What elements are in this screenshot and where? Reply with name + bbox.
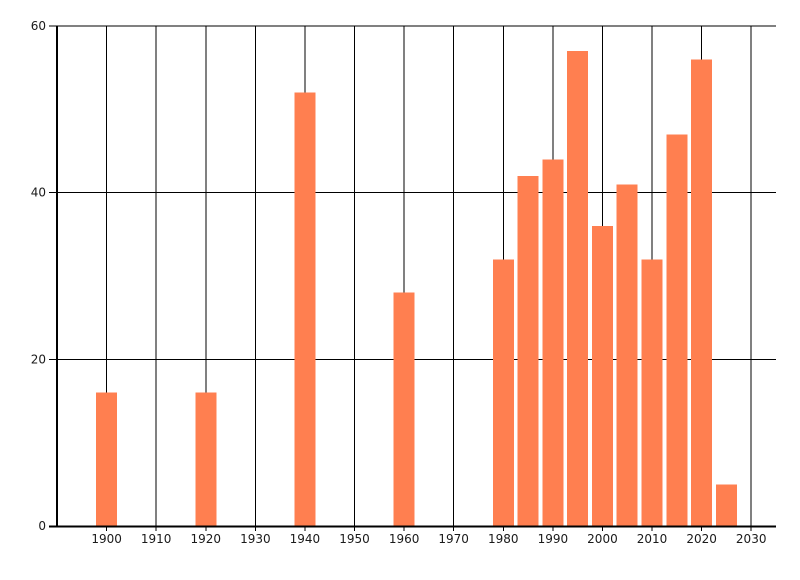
- x-tick-label: 1930: [240, 532, 271, 546]
- y-tick-label: 60: [31, 19, 46, 33]
- bar: [492, 259, 514, 526]
- bar: [96, 392, 118, 526]
- x-tick-label: 1950: [339, 532, 370, 546]
- bar: [715, 484, 737, 526]
- bar: [691, 59, 713, 526]
- x-tick-label: 2030: [736, 532, 767, 546]
- bar: [542, 159, 564, 527]
- y-tick-label: 20: [31, 352, 46, 366]
- x-tick-label: 1920: [190, 532, 221, 546]
- x-tick-label: 2010: [637, 532, 668, 546]
- x-tick-label: 1990: [538, 532, 569, 546]
- bar: [517, 176, 539, 526]
- y-axis-line: [56, 26, 58, 528]
- x-tick-label: 1980: [488, 532, 519, 546]
- x-tick-label: 1910: [141, 532, 172, 546]
- bar: [591, 226, 613, 526]
- bar: [616, 184, 638, 527]
- y-tick-label: 40: [31, 186, 46, 200]
- bar: [294, 92, 316, 527]
- bar: [393, 292, 415, 526]
- y-tick-label: 0: [38, 519, 46, 533]
- x-tick-label: 1960: [389, 532, 420, 546]
- bar: [666, 134, 688, 527]
- x-axis-line: [49, 525, 776, 528]
- x-tick-label: 1940: [290, 532, 321, 546]
- x-tick-label: 1900: [91, 532, 122, 546]
- bar: [567, 51, 589, 526]
- bar: [195, 392, 217, 526]
- bar: [641, 259, 663, 526]
- x-tick-label: 2020: [686, 532, 717, 546]
- x-tick-label: 1970: [438, 532, 469, 546]
- x-tick-label: 2000: [587, 532, 618, 546]
